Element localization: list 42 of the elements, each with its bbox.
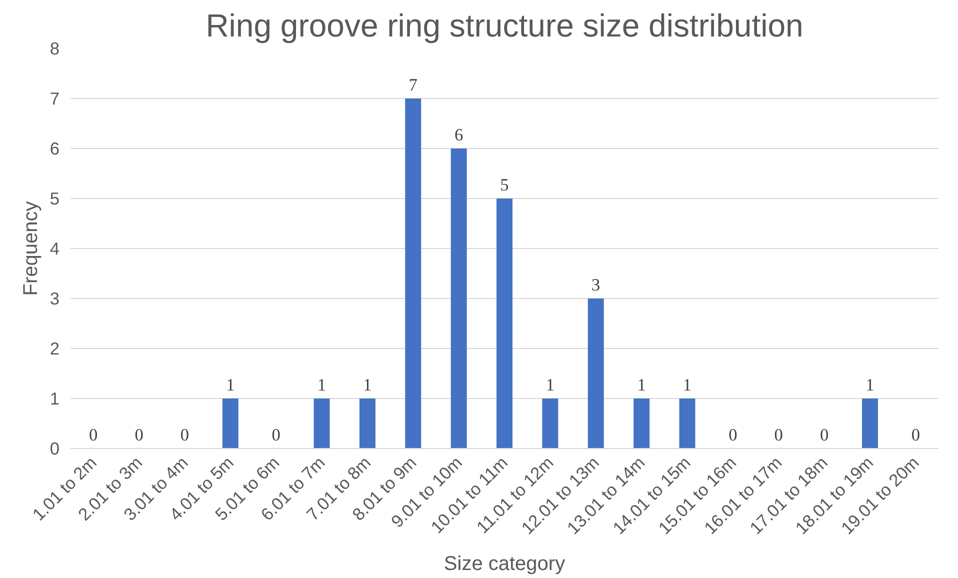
y-tick-label: 0 [50,438,60,458]
data-label: 0 [89,426,98,444]
y-tick-label: 2 [50,338,60,358]
y-tick-label: 5 [50,188,60,208]
bar [222,398,238,448]
data-label: 1 [637,376,646,394]
y-tick-label: 3 [50,288,60,308]
y-tick-label: 8 [50,38,60,58]
bar [314,398,330,448]
bar [679,398,696,448]
y-tick-label: 4 [50,238,60,258]
bar [634,398,650,448]
data-label: 0 [820,426,829,444]
y-tick-label: 7 [50,88,60,108]
chart-title: Ring groove ring structure size distribution [206,8,804,44]
bar [450,148,467,448]
y-tick-label: 1 [50,388,60,408]
data-label: 6 [454,126,464,144]
data-label: 1 [682,376,692,394]
data-label: 0 [134,426,144,444]
bar [496,198,512,448]
x-axis-title: Size category [444,553,566,576]
data-label: 0 [180,426,190,444]
bar [359,398,376,448]
data-label: 1 [317,376,326,394]
y-axis-title: Frequency [20,201,42,296]
data-label: 1 [363,376,372,394]
data-label: 0 [911,426,920,444]
data-label: 1 [546,376,555,394]
bar [542,398,558,448]
bar [405,98,422,448]
data-label: 1 [866,376,874,394]
data-label: 0 [728,426,738,444]
data-label: 3 [592,276,600,294]
bar [588,298,604,448]
y-tick-label: 6 [50,138,60,158]
data-label: 0 [272,426,280,444]
data-label: 1 [226,376,235,394]
data-label: 7 [408,76,418,94]
data-label: 0 [774,426,783,444]
data-label: 5 [500,176,509,194]
bar [862,398,878,448]
